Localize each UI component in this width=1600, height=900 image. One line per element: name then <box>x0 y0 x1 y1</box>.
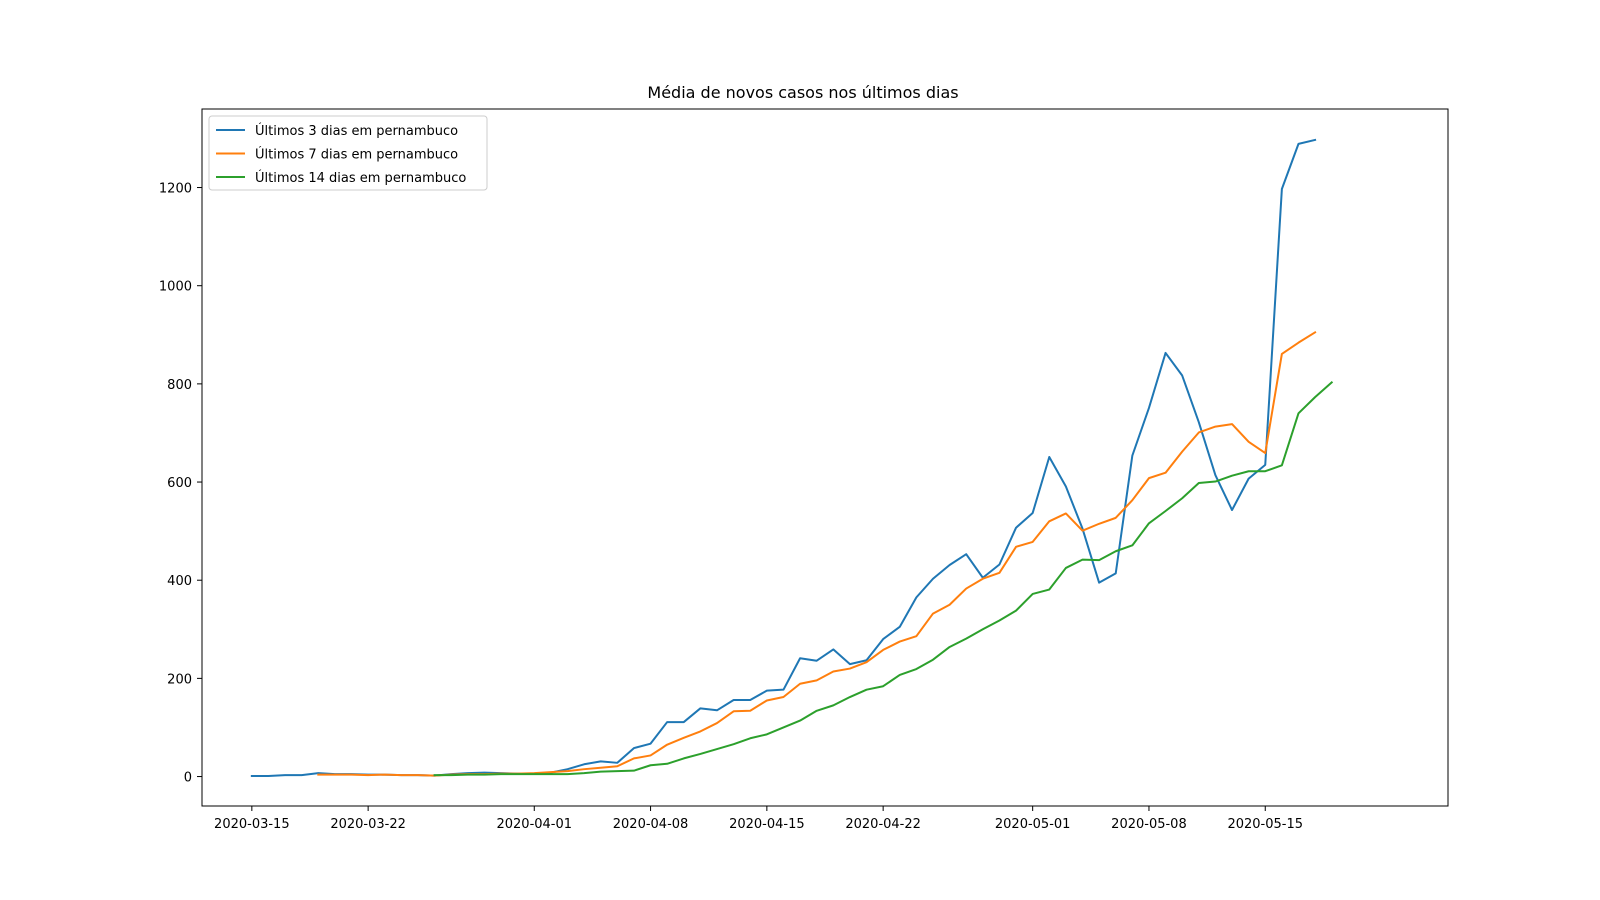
y-tick-label: 200 <box>167 672 192 687</box>
x-tick-label: 2020-03-22 <box>330 817 406 832</box>
x-tick-label: 2020-05-08 <box>1111 817 1187 832</box>
plot-background <box>202 109 1448 806</box>
plot-frame <box>201 108 1449 807</box>
series-lines <box>250 138 1334 778</box>
x-tick-label: 2020-04-22 <box>845 817 921 832</box>
y-tick-label: 0 <box>184 771 192 786</box>
plot-area <box>202 109 1448 806</box>
y-tick-label: 600 <box>167 476 192 491</box>
y-tick-label: 1200 <box>159 182 192 197</box>
legend-box <box>208 115 488 191</box>
legend-label-3: Últimos 14 dias em pernambuco <box>255 170 466 186</box>
legend-label-2: Últimos 7 dias em pernambuco <box>255 147 458 163</box>
x-tick-label: 2020-05-15 <box>1227 817 1303 832</box>
x-tick-label: 2020-05-01 <box>995 817 1071 832</box>
chart-title: Média de novos casos nos últimos dias <box>647 83 958 102</box>
legend: Últimos 3 dias em pernambuco Últimos 7 di… <box>208 115 488 191</box>
x-tick-label: 2020-04-15 <box>729 817 805 832</box>
axes: 2020-03-15 2020-03-22 2020-04-01 2020-04-08… <box>159 108 1449 832</box>
legend-label-1: Últimos 3 dias em pernambuco <box>255 123 458 139</box>
x-tick-label: 2020-04-08 <box>613 817 689 832</box>
x-tick-label: 2020-04-01 <box>496 817 572 832</box>
y-tick-label: 800 <box>167 378 192 393</box>
y-tick-label: 400 <box>167 574 192 589</box>
y-tick-label: 1000 <box>159 280 192 295</box>
series-line-3 <box>433 380 1334 777</box>
x-tick-label: 2020-03-15 <box>214 817 290 832</box>
